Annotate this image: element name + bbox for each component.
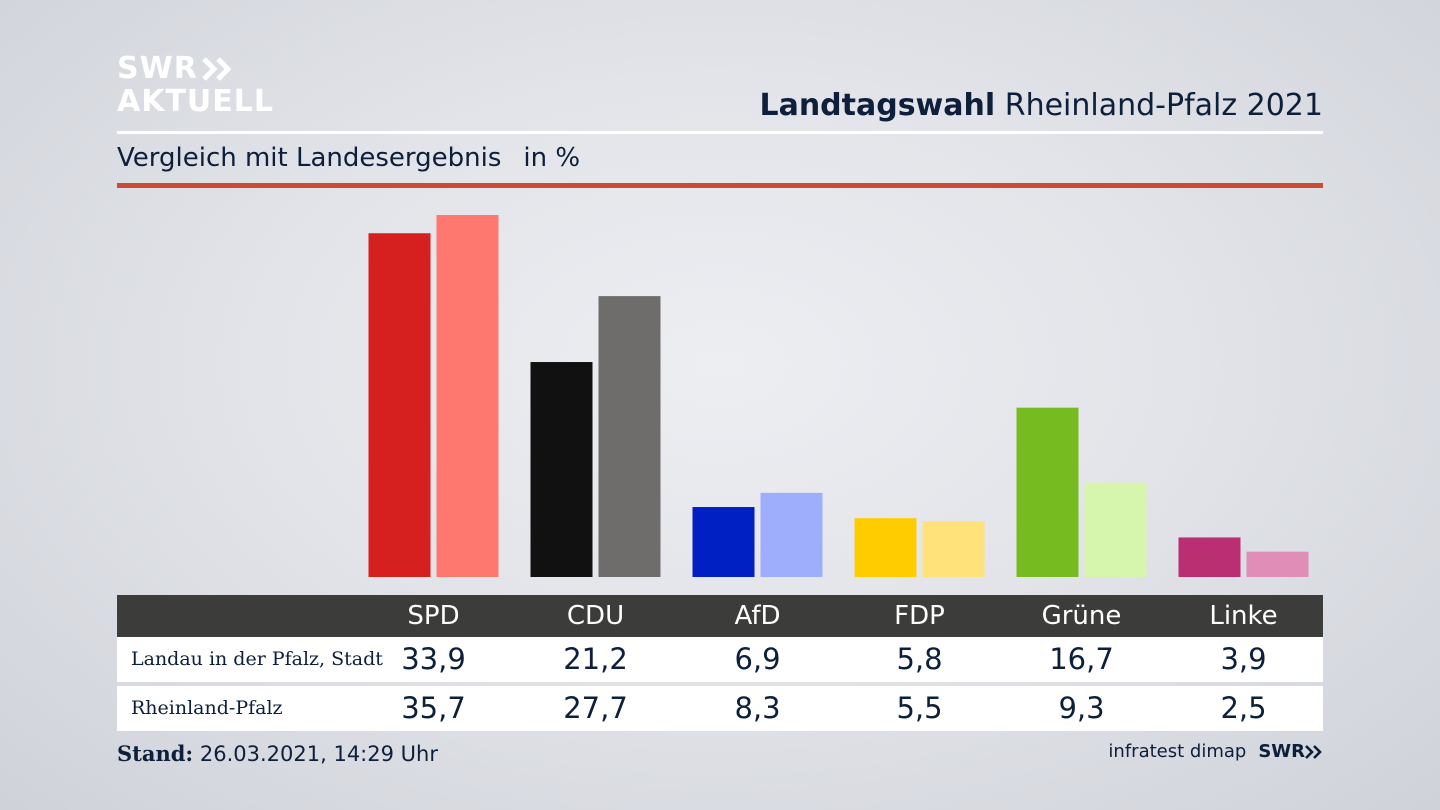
- value-afd-landau: 6,9: [734, 642, 781, 676]
- column-header-grüne: Grüne: [1041, 601, 1122, 631]
- stand-label: Stand:: [117, 741, 194, 766]
- column-header-linke: Linke: [1209, 601, 1278, 631]
- table-header: SPD CDU AfD FDP Grüne Linke: [117, 595, 1323, 637]
- timestamp: Stand: 26.03.2021, 14:29 Uhr: [117, 741, 438, 766]
- stand-value: 26.03.2021, 14:29 Uhr: [199, 742, 438, 766]
- value-grüne-landau: 16,7: [1049, 642, 1114, 676]
- bar-fdp-landau: [854, 518, 917, 577]
- bar-linke-landau: [1178, 537, 1241, 577]
- source-credit: infratest dimap SWR: [1108, 741, 1323, 762]
- value-cdu-rlp: 27,7: [563, 691, 628, 725]
- value-afd-rlp: 8,3: [734, 691, 781, 725]
- bar-spd-rlp: [436, 215, 499, 577]
- value-cdu-landau: 21,2: [563, 642, 628, 676]
- column-header-cdu: CDU: [566, 601, 625, 631]
- value-linke-rlp: 2,5: [1220, 691, 1267, 725]
- value-grüne-rlp: 9,3: [1058, 691, 1105, 725]
- source-text: infratest dimap: [1108, 741, 1247, 762]
- chart-subtitle: Vergleich mit Landesergebnis in %: [117, 143, 580, 173]
- value-spd-rlp: 35,7: [401, 691, 466, 725]
- title-rest: Rheinland-Pfalz 2021: [1004, 88, 1323, 123]
- title-divider: [117, 131, 1323, 134]
- swr-aktuell-logo: SWR AKTUELL: [117, 54, 274, 117]
- bar-afd-landau: [692, 507, 755, 577]
- value-linke-landau: 3,9: [1220, 642, 1267, 676]
- bar-spd-landau: [368, 233, 431, 577]
- column-header-spd: SPD: [407, 601, 460, 631]
- column-header-fdp: FDP: [894, 601, 945, 631]
- subtitle-text: Vergleich mit Landesergebnis: [117, 143, 502, 173]
- title-bold: Landtagswahl: [759, 88, 996, 123]
- unit-label: in %: [523, 143, 581, 173]
- value-fdp-landau: 5,8: [896, 642, 943, 676]
- bar-cdu-landau: [530, 362, 593, 577]
- bar-cdu-rlp: [598, 296, 661, 577]
- double-chevron-icon: [1305, 744, 1322, 759]
- table-row-rlp: Rheinland-Pfalz 35,7 27,7 8,3 5,5 9,3 2,5: [117, 686, 1323, 731]
- bar-chart: [368, 215, 1309, 577]
- table-row-landau: Landau in der Pfalz, Stadt 33,9 21,2 6,9 5,…: [117, 637, 1323, 682]
- row-label-landau: Landau in der Pfalz, Stadt: [131, 648, 383, 670]
- accent-divider: [117, 183, 1323, 188]
- bar-grüne-landau: [1016, 407, 1079, 577]
- logo-aktuell-text: AKTUELL: [117, 84, 275, 119]
- swr-small-logo: SWR: [1258, 741, 1323, 762]
- logo-swr-text: SWR: [117, 51, 198, 86]
- bar-fdp-rlp: [922, 521, 985, 577]
- column-header-afd: AfD: [734, 601, 781, 631]
- row-label-rlp: Rheinland-Pfalz: [131, 697, 283, 719]
- double-chevron-icon: [202, 57, 232, 81]
- bar-afd-rlp: [760, 492, 823, 577]
- page-title: Landtagswahl Rheinland-Pfalz 2021: [759, 88, 1323, 123]
- value-spd-landau: 33,9: [401, 642, 466, 676]
- swr-small-text: SWR: [1258, 741, 1305, 762]
- value-fdp-rlp: 5,5: [896, 691, 943, 725]
- bar-linke-rlp: [1246, 551, 1309, 577]
- bar-grüne-rlp: [1084, 482, 1147, 577]
